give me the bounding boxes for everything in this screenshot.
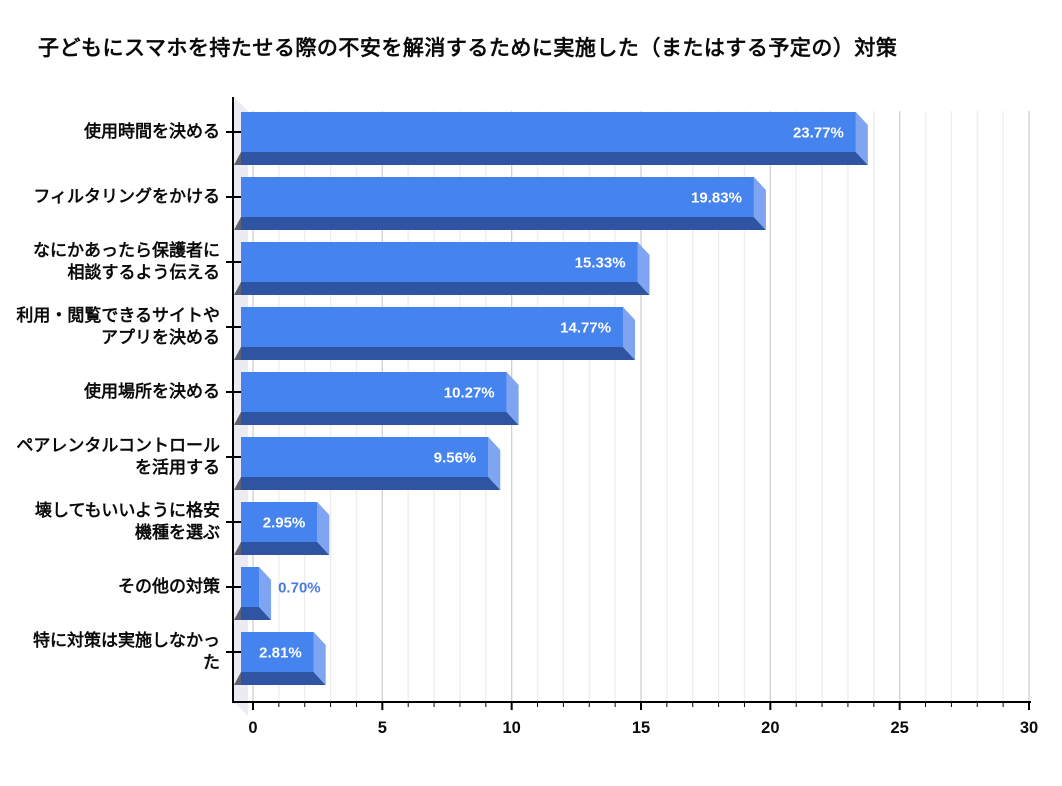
bar-bottom-face (241, 217, 766, 230)
chart-title: 子どもにスマホを持たせる際の不安を解消するために実施した（またはする予定の）対策 (38, 37, 898, 60)
category-label: 壊してもいいように格安 機種を選ぶ (35, 501, 220, 542)
bar-front-face (241, 112, 856, 152)
bar-right-face (623, 307, 636, 360)
category-label: 利用・閲覧できるサイトや アプリを決める (16, 306, 220, 347)
x-tick-label: 5 (378, 719, 387, 737)
category-label: 使用場所を決める (84, 382, 220, 401)
x-tick-label: 20 (761, 719, 779, 737)
bar-front-face (241, 177, 754, 217)
bar-front-face (241, 632, 314, 672)
bar-bottom-face (241, 347, 636, 360)
bar-right-face (317, 502, 330, 555)
bar-value-label: 2.81% (259, 645, 302, 662)
bar-value-label: 9.56% (434, 450, 477, 467)
bar-front-face (241, 567, 260, 607)
bar-bottom-face (241, 152, 868, 165)
bar-value-label: 10.27% (444, 385, 495, 402)
bar-value-label: 19.83% (691, 190, 742, 207)
bar-bottom-face (241, 282, 650, 295)
bar-value-label: 14.77% (560, 320, 611, 337)
category-label: 使用時間を決める (84, 122, 220, 141)
bar-left-shadow (234, 672, 241, 685)
bar-right-face (855, 112, 868, 165)
category-label: ペアレンタルコントロール を活用する (16, 436, 220, 477)
category-label: なにかあったら保護者に 相談するよう伝える (33, 241, 220, 282)
bar-left-shadow (234, 607, 241, 620)
bar-value-label: 0.70% (278, 580, 321, 597)
bar-left-shadow (234, 217, 241, 230)
bar-bottom-face (241, 412, 519, 425)
bar-left-shadow (234, 542, 241, 555)
bar-left-shadow (234, 477, 241, 490)
bar-bottom-face (241, 477, 501, 490)
bar-left-shadow (234, 347, 241, 360)
bar-right-face (259, 567, 272, 620)
bar-left-shadow (234, 152, 241, 165)
bar-bottom-face (241, 607, 272, 620)
x-tick-label: 0 (248, 719, 257, 737)
bar-left-shadow (234, 412, 241, 425)
bar-right-face (313, 632, 326, 685)
bar-front-face (241, 502, 318, 542)
category-label: その他の対策 (118, 577, 220, 596)
x-tick-label: 15 (632, 719, 650, 737)
category-label: 特に対策は実施しなかっ た (33, 631, 220, 672)
x-tick-label: 25 (890, 719, 908, 737)
bar-value-label: 23.77% (793, 125, 844, 142)
x-tick-label: 30 (1020, 719, 1038, 737)
category-label: フィルタリングをかける (33, 187, 220, 206)
bar-right-face (753, 177, 766, 230)
bar-front-face (241, 372, 507, 412)
bar-right-face (637, 242, 650, 295)
bar-bottom-face (241, 672, 326, 685)
bar-left-shadow (234, 282, 241, 295)
bar-front-face (241, 242, 638, 282)
bar-right-face (506, 372, 519, 425)
bar-front-face (241, 437, 489, 477)
bar-front-face (241, 307, 624, 347)
bar-value-label: 15.33% (575, 255, 626, 272)
bar-right-face (488, 437, 501, 490)
x-tick-label: 10 (502, 719, 520, 737)
bar-value-label: 2.95% (263, 515, 306, 532)
bar-bottom-face (241, 542, 330, 555)
